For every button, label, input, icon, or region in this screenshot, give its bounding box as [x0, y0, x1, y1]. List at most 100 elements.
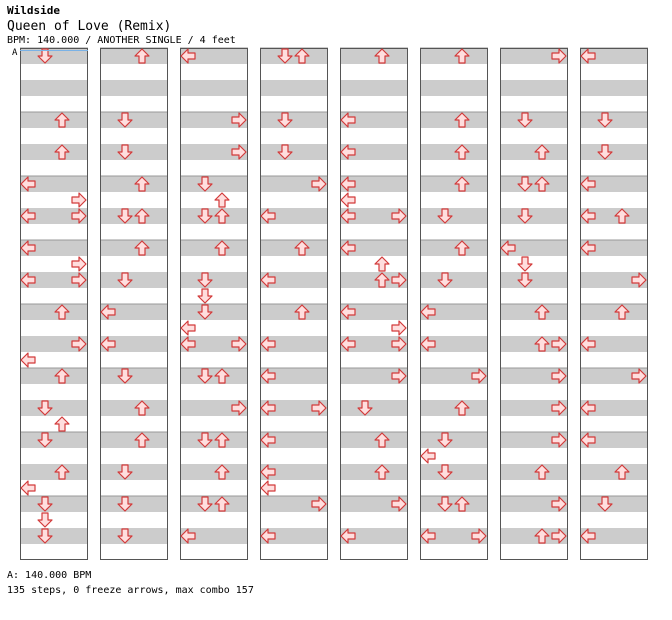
beat-stripe [420, 304, 488, 320]
right-arrow-note [471, 368, 487, 384]
down-arrow-note [277, 112, 293, 128]
beat-stripe [340, 400, 408, 416]
left-arrow-note [100, 304, 116, 320]
beat-stripe [100, 304, 168, 320]
up-arrow-note [534, 144, 550, 160]
column-border [100, 48, 168, 560]
bpm-legend: A: 140.000 BPM [7, 570, 92, 581]
beat-stripe [420, 176, 488, 192]
beat-stripe [100, 144, 168, 160]
left-arrow-note [420, 528, 436, 544]
beat-stripe [180, 432, 248, 448]
beat-stripe [580, 432, 648, 448]
beat-stripe [580, 304, 648, 320]
left-arrow-note [580, 528, 596, 544]
left-arrow-note [340, 112, 356, 128]
left-arrow-note [340, 144, 356, 160]
down-arrow-note [37, 400, 53, 416]
beat-stripe [260, 208, 328, 224]
beat-stripe [340, 528, 408, 544]
beat-stripe [260, 400, 328, 416]
down-arrow-note [117, 528, 133, 544]
beat-stripe [100, 432, 168, 448]
up-arrow-note [534, 336, 550, 352]
down-arrow-note [277, 144, 293, 160]
right-arrow-note [311, 400, 327, 416]
up-arrow-note [214, 432, 230, 448]
left-arrow-note [20, 480, 36, 496]
left-arrow-note [260, 208, 276, 224]
beat-stripe [580, 176, 648, 192]
down-arrow-note [197, 272, 213, 288]
chart-column [500, 47, 568, 560]
column-border [180, 48, 248, 560]
right-arrow-note [551, 528, 567, 544]
step-stats: 135 steps, 0 freeze arrows, max combo 15… [7, 585, 254, 596]
down-arrow-note [517, 112, 533, 128]
beat-stripe [180, 464, 248, 480]
beat-stripe [340, 176, 408, 192]
beat-stripe [500, 368, 568, 384]
beat-stripe [260, 368, 328, 384]
left-arrow-note [420, 304, 436, 320]
beat-stripe [340, 48, 408, 64]
left-arrow-note [260, 464, 276, 480]
beat-stripe [420, 240, 488, 256]
beat-stripe [340, 208, 408, 224]
right-arrow-note [551, 496, 567, 512]
column-border [340, 48, 408, 560]
up-arrow-note [134, 432, 150, 448]
up-arrow-note [134, 240, 150, 256]
right-arrow-note [71, 256, 87, 272]
chart-column [420, 47, 488, 560]
beat-stripe [420, 208, 488, 224]
right-arrow-note [551, 400, 567, 416]
up-arrow-note [214, 192, 230, 208]
song-artist: Wildside [7, 4, 60, 17]
right-arrow-note [231, 144, 247, 160]
up-arrow-note [214, 496, 230, 512]
beat-stripe [20, 304, 88, 320]
beat-stripe [420, 336, 488, 352]
right-arrow-note [471, 528, 487, 544]
bpm-marker-line [20, 50, 88, 51]
beat-stripe [180, 272, 248, 288]
down-arrow-note [37, 432, 53, 448]
beat-stripe [260, 272, 328, 288]
beat-stripe [100, 272, 168, 288]
left-arrow-note [340, 336, 356, 352]
up-arrow-note [614, 464, 630, 480]
beat-stripe [20, 80, 88, 96]
left-arrow-note [180, 48, 196, 64]
beat-stripe [340, 240, 408, 256]
chart-column [20, 47, 88, 560]
left-arrow-note [180, 528, 196, 544]
beat-stripe [500, 240, 568, 256]
beat-stripe [180, 496, 248, 512]
down-arrow-note [597, 144, 613, 160]
up-arrow-note [534, 464, 550, 480]
beat-stripe [260, 336, 328, 352]
up-arrow-note [294, 48, 310, 64]
left-arrow-note [580, 432, 596, 448]
beat-stripe [500, 80, 568, 96]
up-arrow-note [134, 48, 150, 64]
beat-stripe [420, 272, 488, 288]
up-arrow-note [374, 48, 390, 64]
beat-stripe [580, 496, 648, 512]
down-arrow-note [517, 176, 533, 192]
right-arrow-note [551, 368, 567, 384]
beat-stripe [500, 176, 568, 192]
down-arrow-note [117, 112, 133, 128]
beat-stripe [340, 304, 408, 320]
chart-column [260, 47, 328, 560]
beat-stripe [340, 496, 408, 512]
up-arrow-note [214, 464, 230, 480]
beat-stripe [580, 528, 648, 544]
beat-stripe [20, 240, 88, 256]
right-arrow-note [631, 272, 647, 288]
up-arrow-note [214, 368, 230, 384]
beat-stripe [100, 368, 168, 384]
beat-stripe [20, 336, 88, 352]
beat-stripe [340, 336, 408, 352]
